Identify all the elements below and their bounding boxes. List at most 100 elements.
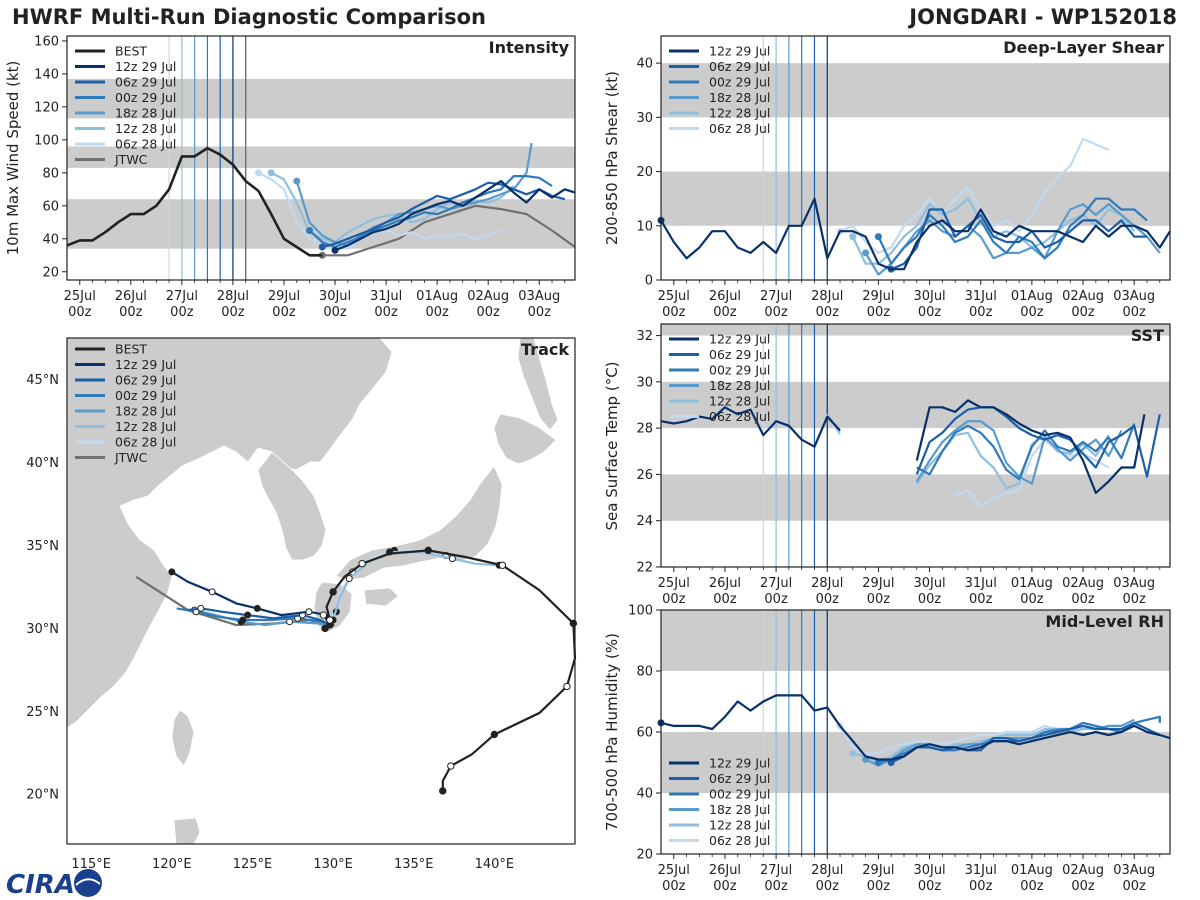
rh-title: Mid-Level RH xyxy=(1045,612,1164,631)
shear-legend-label-run-1: 06z 29 Jul xyxy=(709,59,770,74)
shear-run-1-line-0 xyxy=(890,208,1147,271)
track-run-4-point-6 xyxy=(448,555,456,563)
intensity-xtick-hour-6: 00z xyxy=(374,305,398,320)
shear-xtick-hour-7: 00z xyxy=(1020,305,1044,320)
rh-init-time-lines xyxy=(762,610,828,854)
shear-run-3-start-dot xyxy=(862,249,870,257)
rh-xtick-hour-4: 00z xyxy=(867,879,891,894)
shear-xtick-day-1: 26Jul xyxy=(709,289,741,304)
intensity-ytick-label-20: 20 xyxy=(42,265,59,280)
shear-run-4-start-dot xyxy=(849,233,857,241)
sst-ticks: 22242628303225Jul00z26Jul00z27Jul00z28Ju… xyxy=(636,329,1161,607)
sst-ytick-label-22: 22 xyxy=(636,561,653,576)
intensity-xtick-day-8: 02Aug xyxy=(467,289,509,304)
land-asia-mainland xyxy=(66,337,393,729)
intensity-ytick-label-140: 140 xyxy=(34,67,59,82)
sst-legend-label-run-2: 00z 29 Jul xyxy=(709,363,770,378)
land-honshu xyxy=(335,465,503,581)
track-best-point-16 xyxy=(329,588,337,596)
shear-ytick-label-0: 0 xyxy=(645,274,653,289)
track-run-0-point-2 xyxy=(305,608,313,616)
intensity-run-4-start-dot xyxy=(267,169,275,177)
intensity-xtick-hour-5: 00z xyxy=(323,305,347,320)
intensity-xtick-day-9: 03Aug xyxy=(518,289,560,304)
shear-ytick-label-10: 10 xyxy=(636,219,653,234)
rh-xtick-day-6: 31Jul xyxy=(965,863,997,878)
intensity-legend-label-run-3: 18z 28 Jul xyxy=(115,106,176,121)
shear-xtick-day-6: 31Jul xyxy=(965,289,997,304)
intensity-legend-label-run-1: 06z 29 Jul xyxy=(115,75,176,90)
rh-xtick-day-1: 26Jul xyxy=(709,863,741,878)
sst-ytick-label-26: 26 xyxy=(636,468,653,483)
intensity-init-time-lines xyxy=(168,36,247,280)
shear-xtick-hour-5: 00z xyxy=(918,305,942,320)
shear-xtick-day-3: 28Jul xyxy=(811,289,843,304)
rh-xtick-hour-0: 00z xyxy=(662,879,686,894)
sst-xtick-hour-2: 00z xyxy=(764,592,788,607)
shear-panel: 01020304025Jul00z26Jul00z27Jul00z28Jul00… xyxy=(603,35,1171,320)
track-ytick-label-1: 25°N xyxy=(26,705,59,720)
rh-ylabel: 700-500 hPa Humidity (%) xyxy=(603,633,621,831)
intensity-ytick-label-40: 40 xyxy=(42,232,59,247)
intensity-xtick-day-4: 29Jul xyxy=(268,289,300,304)
rh-xtick-day-8: 02Aug xyxy=(1062,863,1104,878)
track-best-point-8 xyxy=(569,619,578,628)
track-ytick-label-5: 45°N xyxy=(26,373,59,388)
rh-ytick-label-40: 40 xyxy=(636,787,653,802)
shear-xtick-day-0: 25Jul xyxy=(658,289,690,304)
sst-xtick-day-9: 03Aug xyxy=(1113,576,1155,591)
intensity-title: Intensity xyxy=(489,38,570,57)
intensity-xtick-hour-3: 00z xyxy=(221,305,245,320)
intensity-run-1-start-dot xyxy=(318,243,326,251)
intensity-xtick-day-6: 31Jul xyxy=(370,289,402,304)
shear-legend-label-run-4: 12z 28 Jul xyxy=(709,106,770,121)
shear-band-1 xyxy=(661,63,1170,118)
intensity-ytick-label-60: 60 xyxy=(42,199,59,214)
intensity-legend-label-run-5: 06z 28 Jul xyxy=(115,137,176,152)
track-best-point-20 xyxy=(321,624,329,633)
intensity-best-line xyxy=(66,146,323,257)
sst-ytick-label-30: 30 xyxy=(636,375,653,390)
sst-band-2 xyxy=(661,324,1170,336)
intensity-xtick-hour-1: 00z xyxy=(119,305,143,320)
rh-run-0-line-0 xyxy=(660,694,1171,761)
intensity-frame xyxy=(66,35,576,281)
track-best-point-0 xyxy=(439,787,447,795)
intensity-run-0-start-dot xyxy=(331,246,339,254)
track-title: Track xyxy=(521,340,569,359)
intensity-run-3-start-dot xyxy=(293,177,301,185)
rh-xtick-day-3: 28Jul xyxy=(811,863,843,878)
sst-ytick-label-24: 24 xyxy=(636,514,653,529)
sst-band-0 xyxy=(661,474,1170,521)
sst-series xyxy=(660,399,1161,508)
track-legend-label-run-3: 18z 28 Jul xyxy=(115,404,176,419)
track-run-2-point-4 xyxy=(239,616,247,624)
track-ticks: 115°E 120°E 125°E 130°E 135°E 140°E 20°N 25°N 30… xyxy=(26,373,514,872)
land-taiwan xyxy=(171,709,195,767)
shear-xtick-hour-9: 00z xyxy=(1123,305,1147,320)
rh-ytick-label-60: 60 xyxy=(636,726,653,741)
sst-ytick-label-32: 32 xyxy=(636,329,653,344)
rh-ytick-label-80: 80 xyxy=(636,665,653,680)
intensity-legend-label-run-4: 12z 28 Jul xyxy=(115,121,176,136)
track-panel: 115°E 120°E 125°E 130°E 135°E 140°E 20°N 25°N 30… xyxy=(26,337,578,872)
shear-run-2-start-dot xyxy=(874,233,882,241)
shear-xtick-hour-3: 00z xyxy=(816,305,840,320)
track-run-2-line xyxy=(176,607,331,626)
sst-run-0-line-0 xyxy=(660,406,841,448)
intensity-xtick-day-1: 26Jul xyxy=(115,289,147,304)
track-run-0-point-8 xyxy=(168,568,176,576)
sst-xtick-hour-6: 00z xyxy=(969,592,993,607)
shear-xtick-day-4: 29Jul xyxy=(862,289,894,304)
track-xtick-label-5: 140°E xyxy=(475,857,515,872)
cira-logo-swoosh-icon xyxy=(75,878,101,886)
figure-title: HWRF Multi-Run Diagnostic Comparison xyxy=(12,5,486,29)
shear-xtick-day-5: 30Jul xyxy=(913,289,945,304)
intensity-xtick-day-5: 30Jul xyxy=(319,289,351,304)
intensity-xtick-day-0: 25Jul xyxy=(64,289,96,304)
rh-band-1 xyxy=(661,610,1170,671)
rh-xtick-day-0: 25Jul xyxy=(658,863,690,878)
track-ytick-label-3: 35°N xyxy=(26,539,59,554)
